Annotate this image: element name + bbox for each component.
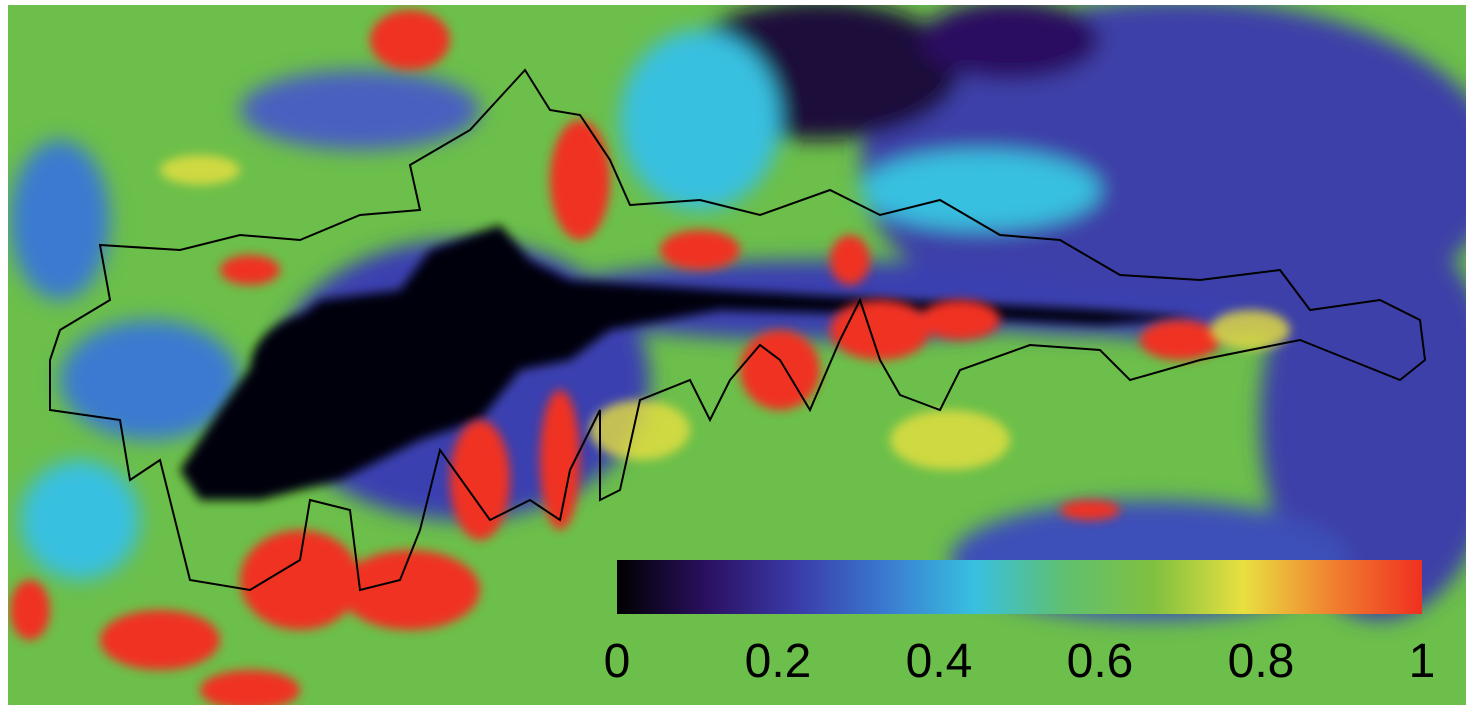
colorbar-tick-label: 0.8 bbox=[1228, 635, 1295, 688]
colorbar-tick-label: 0.2 bbox=[745, 635, 812, 688]
colorbar bbox=[617, 560, 1422, 614]
colorbar-tick-label: 0.4 bbox=[906, 635, 973, 688]
colorbar-tick-label: 1 bbox=[1409, 635, 1436, 688]
colorbar-ticks: 0 0.2 0.4 0.6 0.8 1 bbox=[604, 635, 1436, 688]
colorbar-tick-label: 0 bbox=[604, 635, 631, 688]
colorbar-tick-label: 0.6 bbox=[1067, 635, 1134, 688]
raster bbox=[8, 5, 1466, 705]
